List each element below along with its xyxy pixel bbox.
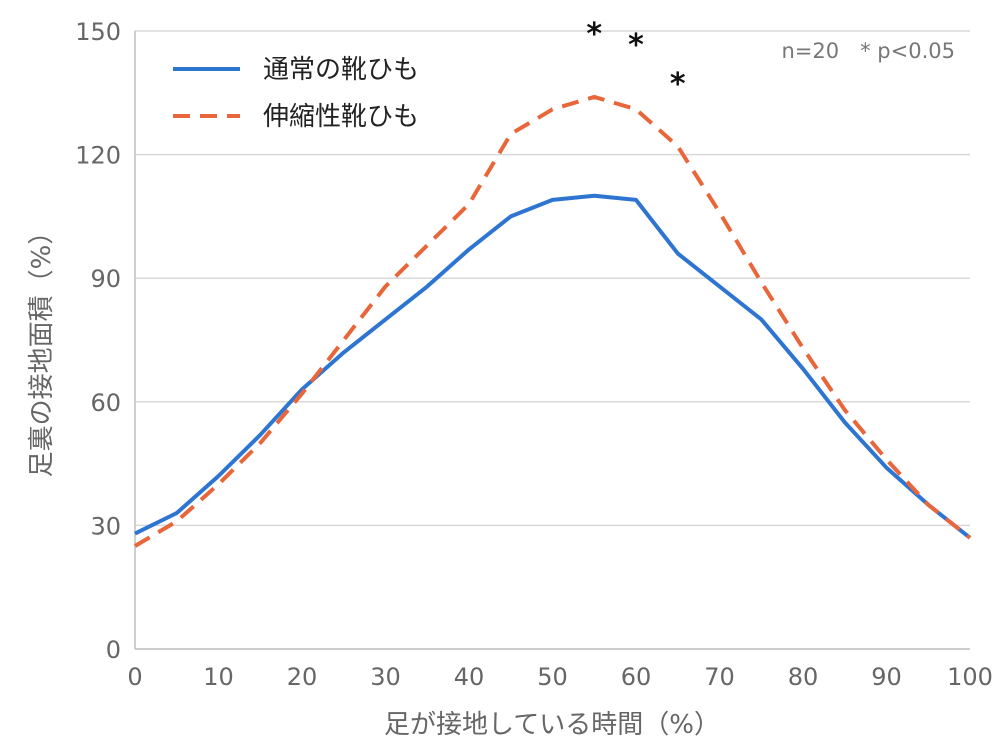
grid-lines bbox=[135, 30, 970, 527]
series-line-1 bbox=[134, 193, 972, 540]
significance-star-65: * bbox=[670, 67, 686, 102]
y-tick-label-150: 150 bbox=[75, 18, 121, 46]
y-tick-label-90: 90 bbox=[90, 265, 121, 293]
x-tick-label-100: 100 bbox=[947, 663, 993, 691]
significance-star-60: * bbox=[628, 28, 644, 63]
x-tick-label-50: 50 bbox=[537, 663, 568, 691]
x-tick-label-30: 30 bbox=[370, 663, 401, 691]
tick-labels: 0 30 60 90 120 150 0 10 20 30 40 50 60 70 80 90 100 bbox=[75, 18, 993, 691]
significance-markers: * * * bbox=[586, 17, 686, 102]
legend-label-series-2: 伸縮性靴ひも bbox=[263, 102, 419, 132]
x-tick-label-20: 20 bbox=[287, 663, 318, 691]
legend-label-series-1: 通常の靴ひも bbox=[263, 55, 419, 85]
legend: 通常の靴ひも 伸縮性靴ひも bbox=[173, 55, 419, 132]
axes bbox=[134, 31, 970, 650]
x-tick-label-40: 40 bbox=[454, 663, 485, 691]
series-lines bbox=[133, 94, 972, 548]
y-tick-label-0: 0 bbox=[106, 636, 121, 664]
significance-star-55: * bbox=[586, 17, 602, 52]
x-tick-label-0: 0 bbox=[127, 663, 142, 691]
x-axis-title: 足が接地している時間（%） bbox=[384, 710, 720, 740]
x-tick-label-60: 60 bbox=[621, 663, 652, 691]
y-tick-label-30: 30 bbox=[90, 512, 121, 540]
y-tick-label-120: 120 bbox=[75, 142, 121, 170]
series-line-2 bbox=[133, 94, 972, 548]
sample-size-note: n=20 * p<0.05 bbox=[782, 39, 956, 63]
x-tick-label-80: 80 bbox=[788, 663, 819, 691]
y-axis-title: 足裏の接地面積（%） bbox=[27, 219, 57, 478]
x-tick-label-90: 90 bbox=[871, 663, 902, 691]
x-tick-label-70: 70 bbox=[704, 663, 735, 691]
y-tick-label-60: 60 bbox=[90, 389, 121, 417]
x-tick-label-10: 10 bbox=[203, 663, 234, 691]
